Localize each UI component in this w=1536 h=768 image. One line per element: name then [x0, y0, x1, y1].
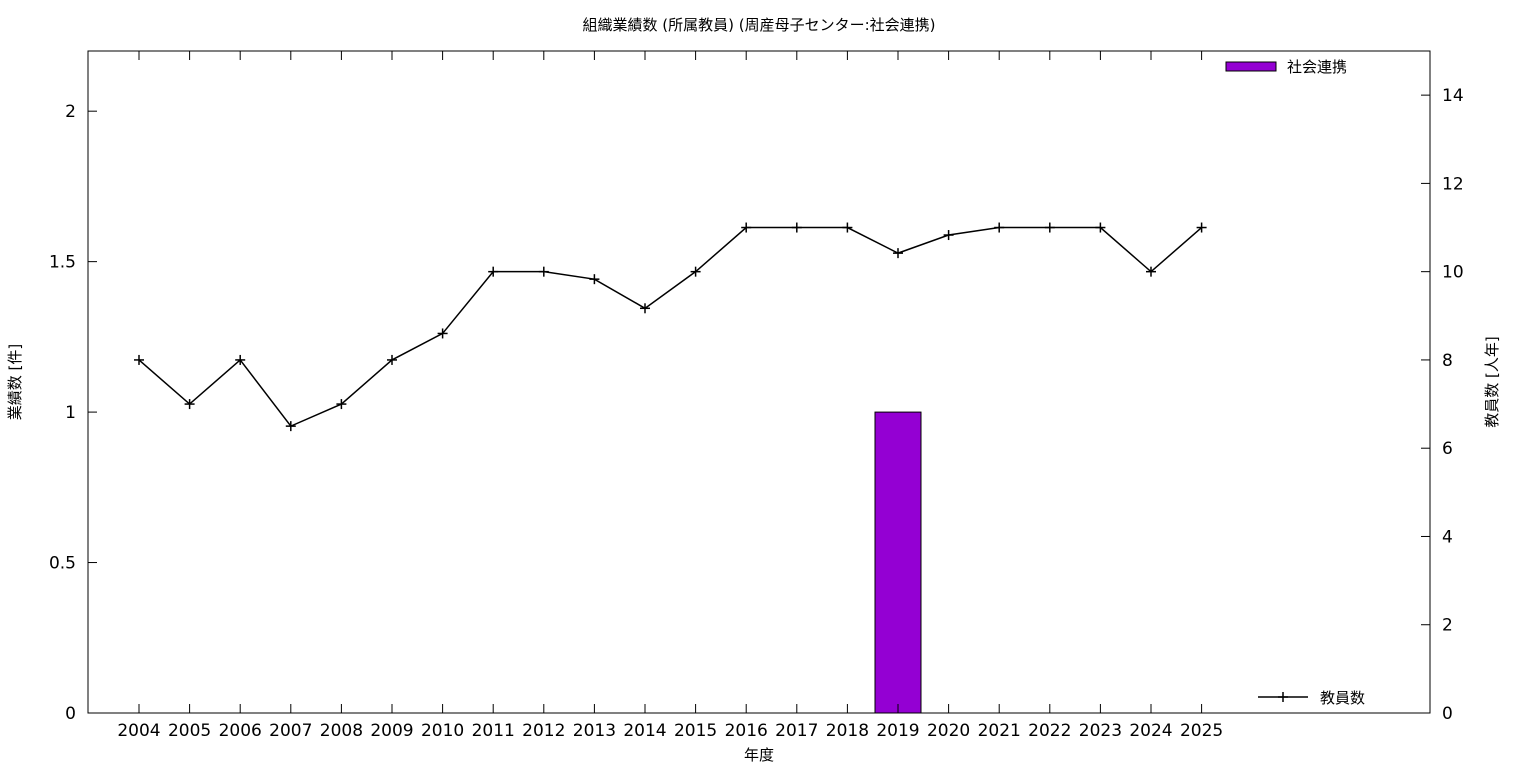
left-tick-label: 1.5 — [49, 253, 76, 273]
point-2020 — [943, 230, 954, 241]
point-2005 — [184, 399, 195, 410]
x-tick-label: 2005 — [168, 721, 211, 741]
point-2009 — [387, 354, 397, 365]
legend-bar-label: 社会連携 — [1287, 58, 1347, 76]
y-axis-right-label: 教員数 [人年] — [1483, 336, 1501, 427]
x-tick-label: 2014 — [623, 721, 666, 741]
bars-layer — [874, 411, 922, 714]
legend-line: 教員数 — [1258, 689, 1365, 707]
left-tick-label: 1 — [65, 403, 76, 423]
left-axis: 0 0.5 1 1.5 2 — [49, 102, 97, 724]
point-2018 — [842, 222, 853, 233]
x-tick-label: 2015 — [674, 721, 717, 741]
right-tick-label: 10 — [1442, 263, 1464, 283]
left-tick-label: 2 — [65, 102, 76, 122]
point-2025 — [1196, 222, 1207, 233]
point-2010 — [437, 328, 448, 339]
point-2012 — [538, 266, 549, 277]
point-2007 — [285, 421, 296, 432]
left-tick-label: 0.5 — [49, 554, 76, 574]
point-2024 — [1146, 266, 1156, 277]
right-tick-label: 0 — [1442, 704, 1453, 724]
right-tick-label: 12 — [1442, 174, 1464, 194]
right-axis: 0 2 4 6 8 10 12 14 — [1421, 86, 1464, 724]
x-tick-label: 2004 — [117, 721, 160, 741]
x-tick-label: 2007 — [269, 721, 312, 741]
point-2011 — [488, 266, 499, 277]
x-tick-label: 2024 — [1129, 721, 1172, 741]
right-tick-label: 8 — [1442, 351, 1453, 371]
x-tick-label: 2022 — [1028, 721, 1071, 741]
y-axis-left-label: 業績数 [件] — [6, 344, 24, 420]
right-tick-label: 2 — [1442, 616, 1453, 636]
point-2008 — [336, 399, 347, 410]
plot-frame — [87, 50, 1431, 714]
x-tick-label: 2006 — [219, 721, 262, 741]
x-tick-label: 2025 — [1180, 721, 1223, 741]
x-tick-label: 2020 — [927, 721, 970, 741]
point-2021 — [994, 222, 1005, 233]
point-2022 — [1044, 222, 1055, 233]
chart-title: 組織業績数 (所属教員) (周産母子センター:社会連携) — [582, 16, 935, 34]
bar-2019 — [874, 411, 922, 714]
x-tick-label: 2010 — [421, 721, 464, 741]
legend-line-label: 教員数 — [1320, 689, 1365, 707]
x-tick-label: 2023 — [1079, 721, 1122, 741]
x-tick-label: 2008 — [320, 721, 363, 741]
left-tick-label: 0 — [65, 704, 76, 724]
point-2015 — [690, 266, 701, 277]
point-2006 — [235, 354, 246, 365]
point-2019 — [893, 248, 903, 259]
point-2023 — [1095, 222, 1106, 233]
x-tick-label: 2016 — [725, 721, 768, 741]
x-tick-label: 2018 — [826, 721, 869, 741]
point-2004 — [134, 354, 144, 365]
point-2016 — [741, 222, 752, 233]
point-2013 — [589, 274, 600, 285]
x-tick-label: 2013 — [573, 721, 616, 741]
x-tick-label: 2009 — [370, 721, 413, 741]
x-tick-label: 2012 — [522, 721, 565, 741]
right-tick-label: 6 — [1442, 439, 1453, 459]
x-axis-label: 年度 — [744, 746, 774, 764]
legend-bar: 社会連携 — [1225, 58, 1347, 76]
x-tick-label: 2011 — [472, 721, 515, 741]
x-axis: 2004 2005 2006 2007 2008 2009 2010 2011 2012 2013… — [117, 51, 1223, 741]
point-2014 — [640, 303, 650, 314]
x-tick-label: 2017 — [775, 721, 818, 741]
right-tick-label: 4 — [1442, 527, 1453, 547]
line-layer — [134, 222, 1207, 432]
legend-bar-swatch — [1225, 61, 1277, 72]
series-line-teachers — [138, 226, 1203, 428]
right-tick-label: 14 — [1442, 86, 1464, 106]
x-tick-label: 2019 — [876, 721, 919, 741]
x-tick-label: 2021 — [978, 721, 1021, 741]
point-2017 — [791, 222, 802, 233]
